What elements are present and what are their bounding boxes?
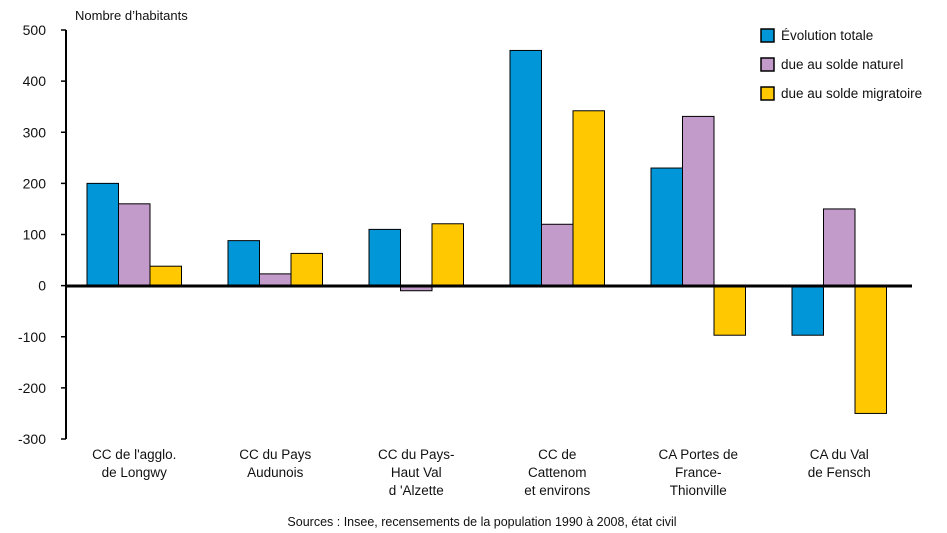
category-label: de Longwy xyxy=(102,465,168,480)
legend-swatch xyxy=(760,86,775,101)
category-label: CC du Pays xyxy=(239,447,311,462)
category-label: Thionville xyxy=(670,483,727,498)
category-label: France- xyxy=(675,465,722,480)
category-label: Cattenom xyxy=(528,465,587,480)
bar-1-5 xyxy=(650,167,683,287)
category-label: de Fensch xyxy=(808,465,871,480)
bar-1-3 xyxy=(368,228,401,287)
legend: Évolution totale due au solde naturel due … xyxy=(760,28,922,101)
bar-3-5 xyxy=(713,285,746,336)
bar-1-1 xyxy=(86,182,119,287)
bar-3-3 xyxy=(431,223,464,287)
y-tick-label: 0 xyxy=(38,278,46,294)
bar-2-6 xyxy=(823,208,856,287)
y-axis-label: Nombre d’habitants xyxy=(75,8,188,23)
category-label: CC de l'agglo. xyxy=(92,447,176,462)
y-tick-label: -200 xyxy=(18,380,46,396)
bar-2-2 xyxy=(259,273,292,287)
y-tick-label: 200 xyxy=(23,175,47,191)
bar-3-2 xyxy=(290,252,323,287)
category-label: Audunois xyxy=(247,465,304,480)
category-label: CC de xyxy=(538,447,576,462)
category-label: d 'Alzette xyxy=(389,483,444,498)
bar-3-4 xyxy=(572,110,605,287)
bar-2-1 xyxy=(118,203,151,287)
y-tick-label: 400 xyxy=(23,73,47,89)
y-tick-label: 100 xyxy=(23,227,47,243)
y-tick-label: 500 xyxy=(23,22,47,38)
y-tick-label: 300 xyxy=(23,124,47,140)
bar-1-4 xyxy=(509,49,542,287)
category-label: CC du Pays- xyxy=(378,447,455,462)
legend-label: Évolution totale xyxy=(781,28,873,43)
category-label: et environs xyxy=(524,483,590,498)
legend-swatch xyxy=(760,57,775,72)
legend-swatch xyxy=(760,28,775,43)
category-label: CA Portes de xyxy=(658,447,738,462)
source-note: Sources : Insee, recensements de la popu… xyxy=(287,515,676,529)
bar-3-1 xyxy=(149,265,182,287)
legend-label: due au solde migratoire xyxy=(781,86,922,101)
y-axis-ticks: 500 400 300 200 100 0 -100 -200 -300 xyxy=(18,22,66,447)
category-labels: CC de l'agglo. de Longwy CC du Pays Audunoi… xyxy=(92,447,871,498)
bar-1-2 xyxy=(227,240,260,287)
bars xyxy=(86,49,887,414)
y-tick-label: -300 xyxy=(18,431,46,447)
bar-2-5 xyxy=(682,115,715,287)
y-tick-label: -100 xyxy=(18,329,46,345)
bar-3-6 xyxy=(854,285,887,414)
bar-2-4 xyxy=(541,223,574,287)
legend-label: due au solde naturel xyxy=(781,57,903,72)
bar-1-6 xyxy=(791,285,824,336)
category-label: Haut Val xyxy=(391,465,442,480)
category-label: CA du Val xyxy=(810,447,869,462)
